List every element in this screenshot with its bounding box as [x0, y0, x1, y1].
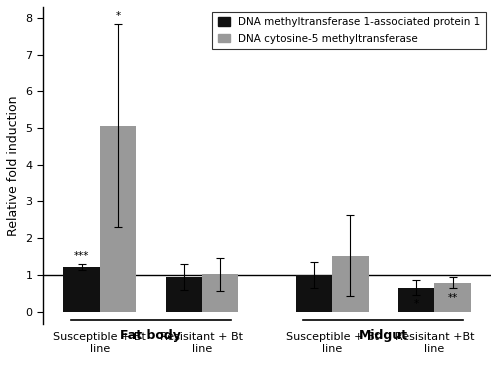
Text: Fat body: Fat body	[121, 329, 181, 342]
Bar	[202, 274, 238, 312]
Text: ***: ***	[74, 251, 89, 261]
Bar	[332, 256, 369, 312]
Bar	[398, 288, 434, 312]
Bar	[434, 283, 471, 312]
Text: *: *	[414, 299, 419, 310]
Bar	[296, 275, 332, 312]
Bar	[63, 267, 100, 312]
Bar	[165, 277, 202, 312]
Y-axis label: Relative fold induction: Relative fold induction	[7, 95, 20, 236]
Legend: DNA methyltransferase 1-associated protein 1, DNA cytosine-5 methyltransferase: DNA methyltransferase 1-associated prote…	[212, 12, 486, 49]
Bar	[100, 125, 136, 312]
Text: *: *	[116, 11, 121, 21]
Text: **: **	[447, 293, 458, 303]
Text: Midgut: Midgut	[359, 329, 408, 342]
